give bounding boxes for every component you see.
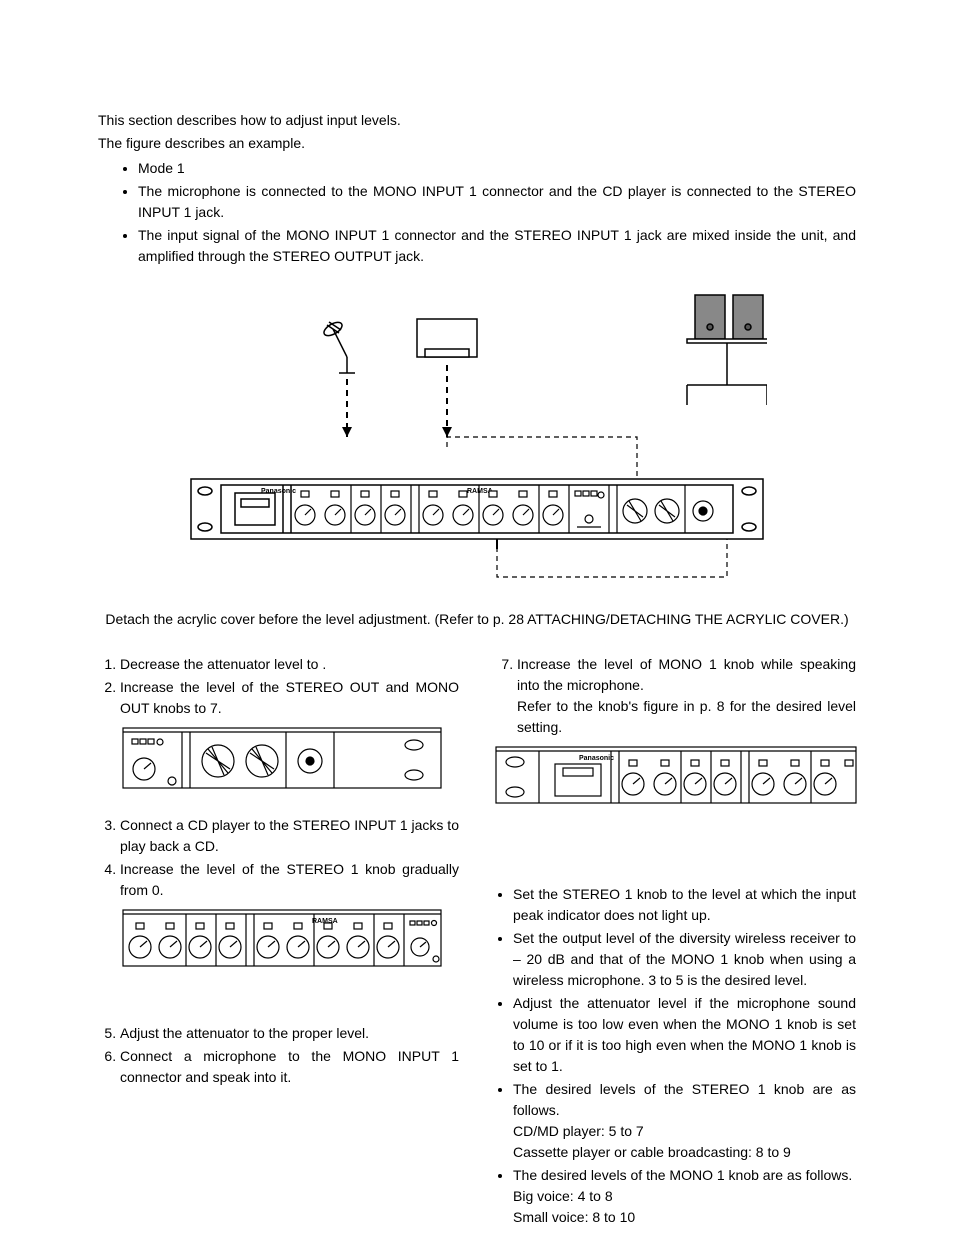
- step-item: Increase the level of the STEREO OUT and…: [120, 677, 459, 719]
- step-item: Increase the level of MONO 1 knob while …: [517, 654, 856, 738]
- note-item: The desired levels of the MONO 1 knob ar…: [513, 1165, 856, 1228]
- panel-stereo-section: RAMSA: [122, 909, 442, 971]
- intro-bullet: The input signal of the MONO INPUT 1 con…: [138, 225, 856, 267]
- wiring-diagram: Panasonic RAMSA: [187, 287, 767, 597]
- intro-bullets: Mode 1 The microphone is connected to th…: [98, 158, 856, 267]
- step-item: Connect a microphone to the MONO INPUT 1…: [120, 1046, 459, 1088]
- step-text: Increase the level of MONO 1 knob while …: [517, 656, 856, 693]
- steps-right: Increase the level of MONO 1 knob while …: [495, 654, 856, 738]
- step-item: Adjust the attenuator to the proper leve…: [120, 1023, 459, 1044]
- steps-left-2: Connect a CD player to the STEREO INPUT …: [98, 815, 459, 901]
- intro-line-2: The figure describes an example.: [98, 133, 856, 154]
- steps-left-1: Decrease the attenuator level to . Incre…: [98, 654, 459, 719]
- note-item: Set the output level of the diversity wi…: [513, 928, 856, 991]
- step-item: Increase the level of the STEREO 1 knob …: [120, 859, 459, 901]
- two-column-layout: Decrease the attenuator level to . Incre…: [98, 654, 856, 1230]
- step-item: Decrease the attenuator level to .: [120, 654, 459, 675]
- steps-left-3: Adjust the attenuator to the proper leve…: [98, 1023, 459, 1088]
- note-item: The desired levels of the STEREO 1 knob …: [513, 1079, 856, 1163]
- intro-bullet: Mode 1: [138, 158, 856, 179]
- panel-output-section: [122, 727, 442, 797]
- intro-block: This section describes how to adjust inp…: [98, 110, 856, 267]
- panel-mono-section: Panasonic: [495, 746, 857, 810]
- panel-brand: Panasonic: [579, 755, 614, 762]
- step-subtext: Refer to the knob's figure in p. 8 for t…: [517, 696, 856, 738]
- intro-line-1: This section describes how to adjust inp…: [98, 110, 856, 131]
- acrylic-cover-note: Detach the acrylic cover before the leve…: [98, 609, 856, 630]
- left-column: Decrease the attenuator level to . Incre…: [98, 654, 459, 1230]
- step-item: Connect a CD player to the STEREO INPUT …: [120, 815, 459, 857]
- right-column: Increase the level of MONO 1 knob while …: [495, 654, 856, 1230]
- intro-bullet: The microphone is connected to the MONO …: [138, 181, 856, 223]
- document-page: This section describes how to adjust inp…: [0, 0, 954, 1235]
- note-item: Adjust the attenuator level if the micro…: [513, 993, 856, 1077]
- note-item: Set the STEREO 1 knob to the level at wh…: [513, 884, 856, 926]
- notes-list: Set the STEREO 1 knob to the level at wh…: [495, 884, 856, 1228]
